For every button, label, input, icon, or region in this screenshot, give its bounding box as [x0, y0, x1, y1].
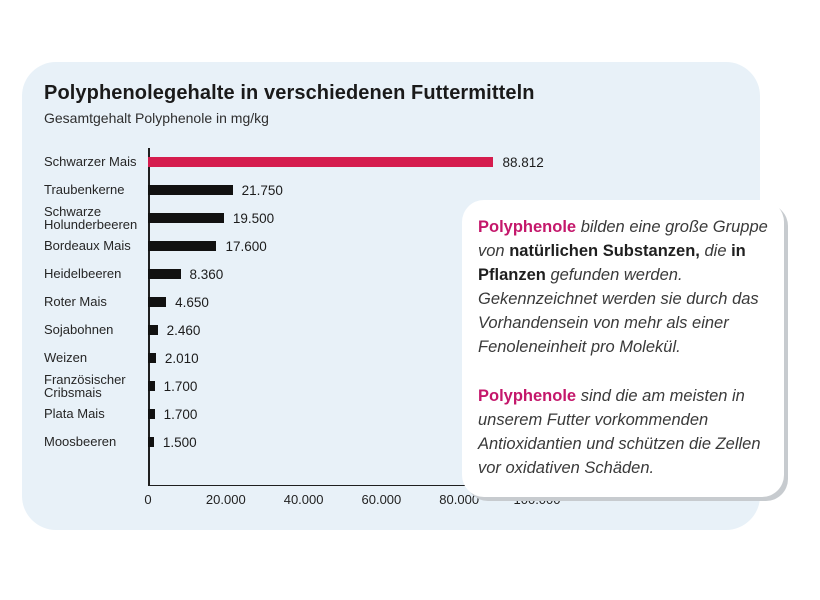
bar-track: 1.500: [148, 428, 604, 456]
chart-row: Schwarze Holunderbeeren 19.500: [44, 204, 604, 232]
bar: [148, 353, 156, 363]
x-tick-label: 80.000: [439, 492, 480, 507]
info-text-segment: Polyphenole: [478, 387, 577, 405]
category-label: Sojabohnen: [44, 322, 114, 338]
info-text-segment: in Pflanzen: [478, 242, 746, 284]
category-label: Plata Mais: [44, 406, 105, 422]
category-label: Weizen: [44, 350, 88, 366]
bar-track: 2.010: [148, 344, 604, 372]
info-box: Polyphenole bilden eine große Gruppe von…: [462, 200, 784, 497]
chart-row: Französischer Cribsmais 1.700: [44, 372, 604, 400]
bar: [148, 185, 233, 195]
category-label: Schwarzer Mais: [44, 154, 137, 170]
chart-row: Bordeaux Mais 17.600: [44, 232, 604, 260]
bar-track: 8.360: [148, 260, 604, 288]
bar: [148, 297, 167, 307]
page-title: Polyphenolegehalte in verschiedenen Futt…: [44, 82, 535, 104]
x-tick-label: 0: [144, 492, 152, 507]
bar: [148, 437, 154, 447]
bar: [148, 269, 181, 279]
page-subtitle: Gesamtgehalt Polyphenole in mg/kg: [44, 110, 269, 126]
value-label: 21.750: [241, 182, 283, 198]
category-label: Französischer Cribsmais: [44, 371, 126, 400]
info-text-segment: die: [699, 242, 732, 260]
chart-row: Heidelbeeren 8.360: [44, 260, 604, 288]
value-label: 19.500: [232, 210, 275, 226]
value-label: 17.600: [225, 238, 267, 254]
chart-row: Traubenkerne 21.750: [44, 176, 604, 204]
bar-track: 2.460: [148, 316, 604, 344]
bar-track: 17.600: [148, 232, 604, 260]
bar: [148, 241, 217, 251]
category-label: Moosbeeren: [44, 434, 117, 450]
info-text-segment: bilden eine große Gruppe von: [478, 218, 768, 260]
category-label: Schwarze Holunderbeeren: [44, 203, 138, 232]
bar: [148, 213, 224, 223]
bar: [148, 325, 158, 335]
value-label: 88.812: [502, 154, 544, 170]
value-label: 2.460: [166, 322, 201, 338]
category-label: Roter Mais: [44, 294, 107, 310]
bar-track: 1.700: [148, 400, 604, 428]
bar-chart: Schwarzer Mais 88.812 Traubenkerne 21.750 Sc…: [44, 148, 604, 512]
info-paragraph-1: Polyphenole bilden eine große Gruppe von…: [478, 215, 769, 359]
chart-row: Plata Mais 1.700: [44, 400, 604, 428]
chart-plot-area: Schwarzer Mais 88.812 Traubenkerne 21.750 Sc…: [44, 148, 604, 486]
value-label: 4.650: [175, 294, 209, 310]
info-text-segment: gefunden werden. Gekennzeichnet werden s…: [478, 266, 759, 356]
value-label: 1.500: [162, 434, 197, 450]
chart-row: Weizen 2.010: [44, 344, 604, 372]
value-label: 2.010: [164, 350, 199, 366]
bar-track: 19.500: [148, 204, 604, 232]
bar: [148, 381, 155, 391]
chart-row: Schwarzer Mais 88.812: [44, 148, 604, 176]
info-text-segment: Polyphenole: [478, 218, 577, 236]
category-label: Bordeaux Mais: [44, 238, 131, 254]
bar: [148, 157, 494, 167]
x-tick-label: 60.000: [361, 492, 402, 507]
info-text-segment: natürlichen Substanzen,: [509, 242, 700, 260]
bar-track: 21.750: [148, 176, 604, 204]
x-tick-label: 40.000: [283, 492, 324, 507]
value-label: 8.360: [189, 266, 224, 282]
bar-track: 4.650: [148, 288, 604, 316]
category-label: Traubenkerne: [44, 182, 125, 198]
value-label: 1.700: [163, 378, 198, 394]
chart-row: Sojabohnen 2.460: [44, 316, 604, 344]
info-paragraph-2: Polyphenole sind die am meisten in unser…: [478, 384, 769, 480]
info-text-segment: sind die am meisten in unserem Futter vo…: [478, 387, 761, 477]
category-label: Heidelbeeren: [44, 266, 122, 282]
bar: [148, 409, 155, 419]
x-tick-label: 20.000: [205, 492, 246, 507]
chart-row: Roter Mais 4.650: [44, 288, 604, 316]
bar-track: 88.812: [148, 148, 604, 176]
chart-row: Moosbeeren 1.500: [44, 428, 604, 456]
bar-track: 1.700: [148, 372, 604, 400]
value-label: 1.700: [163, 406, 198, 422]
